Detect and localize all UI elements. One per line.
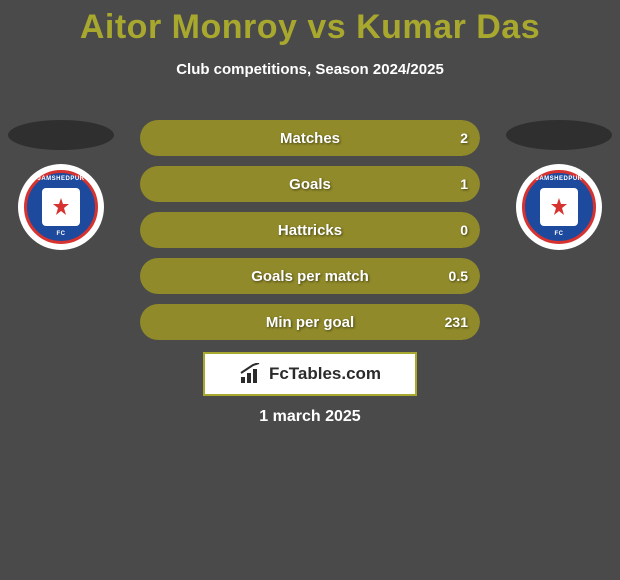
brand-chart-icon <box>239 363 263 385</box>
club-badge-left-center <box>42 188 80 226</box>
club-badge-left: JAMSHEDPUR FC <box>18 164 104 250</box>
brand-box: FcTables.com <box>203 352 417 396</box>
avatar-shadow-left <box>8 120 114 150</box>
club-badge-right: JAMSHEDPUR FC <box>516 164 602 250</box>
bar-label: Min per goal <box>266 314 354 331</box>
stat-bar: Hattricks 0 <box>140 212 480 248</box>
club-badge-right-name: JAMSHEDPUR <box>535 176 582 182</box>
club-badge-right-center <box>540 188 578 226</box>
player-left-column: JAMSHEDPUR FC <box>6 120 116 250</box>
bar-value-right: 2 <box>460 130 468 146</box>
club-badge-left-code: FC <box>57 231 66 237</box>
subtitle: Club competitions, Season 2024/2025 <box>0 61 620 78</box>
bar-value-right: 1 <box>460 176 468 192</box>
avatar-shadow-right <box>506 120 612 150</box>
comparison-bars: Matches 2 Goals 1 Hattricks 0 Goals per match 0… <box>140 120 480 350</box>
bar-label: Matches <box>280 130 340 147</box>
bar-value-right: 0.5 <box>449 268 468 284</box>
stat-bar: Goals per match 0.5 <box>140 258 480 294</box>
brand-text: FcTables.com <box>269 364 381 384</box>
bar-value-right: 231 <box>445 314 468 330</box>
club-badge-left-name: JAMSHEDPUR <box>37 176 84 182</box>
bar-value-right: 0 <box>460 222 468 238</box>
bar-label: Hattricks <box>278 222 342 239</box>
bar-label: Goals per match <box>251 268 369 285</box>
date-text: 1 march 2025 <box>0 408 620 426</box>
bar-label: Goals <box>289 176 331 193</box>
stat-bar: Goals 1 <box>140 166 480 202</box>
page-title: Aitor Monroy vs Kumar Das <box>0 0 620 47</box>
club-badge-right-code: FC <box>555 231 564 237</box>
player-right-column: JAMSHEDPUR FC <box>504 120 614 250</box>
stat-bar: Min per goal 231 <box>140 304 480 340</box>
stat-bar: Matches 2 <box>140 120 480 156</box>
